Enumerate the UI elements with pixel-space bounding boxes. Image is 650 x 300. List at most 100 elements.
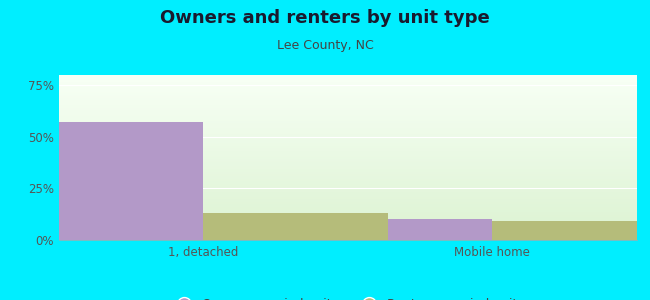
Bar bbox=[58, 83, 637, 85]
Bar bbox=[58, 182, 637, 184]
Bar bbox=[58, 192, 637, 194]
Bar bbox=[58, 238, 637, 240]
Bar bbox=[58, 232, 637, 233]
Bar bbox=[58, 82, 637, 83]
Bar bbox=[58, 194, 637, 196]
Bar bbox=[58, 92, 637, 93]
Bar bbox=[58, 179, 637, 181]
Text: Owners and renters by unit type: Owners and renters by unit type bbox=[160, 9, 490, 27]
Bar bbox=[58, 163, 637, 164]
Bar bbox=[58, 229, 637, 230]
Bar bbox=[58, 128, 637, 130]
Bar bbox=[58, 138, 637, 139]
Bar bbox=[58, 151, 637, 152]
Bar bbox=[58, 121, 637, 123]
Bar bbox=[58, 124, 637, 126]
Bar bbox=[58, 142, 637, 144]
Bar bbox=[58, 224, 637, 225]
Bar bbox=[58, 171, 637, 172]
Bar bbox=[58, 123, 637, 124]
Bar bbox=[58, 98, 637, 100]
Bar bbox=[58, 202, 637, 204]
Bar bbox=[58, 88, 637, 90]
Bar bbox=[58, 189, 637, 190]
Bar bbox=[203, 213, 388, 240]
Bar bbox=[58, 164, 637, 166]
Bar bbox=[58, 158, 637, 159]
Bar bbox=[58, 118, 637, 119]
Bar bbox=[58, 200, 637, 202]
Bar bbox=[58, 108, 637, 110]
Bar bbox=[58, 235, 637, 237]
Bar bbox=[58, 105, 637, 106]
Bar bbox=[58, 152, 637, 154]
Bar bbox=[58, 110, 637, 111]
Bar bbox=[58, 113, 637, 115]
Bar bbox=[58, 103, 637, 105]
Bar bbox=[58, 161, 637, 163]
Bar bbox=[58, 181, 637, 182]
Bar bbox=[58, 76, 637, 78]
Text: Lee County, NC: Lee County, NC bbox=[277, 39, 373, 52]
Bar bbox=[58, 101, 637, 103]
Bar bbox=[58, 156, 637, 158]
Bar bbox=[58, 172, 637, 174]
Bar bbox=[58, 210, 637, 212]
Bar bbox=[58, 130, 637, 131]
Bar bbox=[58, 131, 637, 133]
Bar bbox=[307, 219, 493, 240]
Bar bbox=[58, 212, 637, 214]
Bar bbox=[58, 93, 637, 95]
Bar bbox=[58, 149, 637, 151]
Bar bbox=[58, 237, 637, 238]
Bar bbox=[58, 119, 637, 121]
Bar bbox=[58, 230, 637, 232]
Bar bbox=[58, 167, 637, 169]
Bar bbox=[58, 187, 637, 189]
Bar bbox=[58, 227, 637, 229]
Bar bbox=[58, 126, 637, 128]
Bar bbox=[58, 133, 637, 134]
Bar bbox=[58, 75, 637, 76]
Bar bbox=[58, 106, 637, 108]
Bar bbox=[58, 136, 637, 138]
Bar bbox=[58, 176, 637, 177]
Bar bbox=[58, 166, 637, 167]
Bar bbox=[58, 159, 637, 161]
Bar bbox=[58, 154, 637, 156]
Bar bbox=[493, 221, 650, 240]
Bar bbox=[58, 220, 637, 222]
Bar bbox=[58, 222, 637, 224]
Bar bbox=[58, 215, 637, 217]
Bar bbox=[58, 95, 637, 97]
Bar bbox=[58, 217, 637, 218]
Bar bbox=[58, 197, 637, 199]
Bar bbox=[58, 184, 637, 185]
Bar bbox=[58, 233, 637, 235]
Bar bbox=[58, 185, 637, 187]
Bar bbox=[58, 205, 637, 207]
Bar bbox=[58, 190, 637, 192]
Bar bbox=[58, 204, 637, 205]
Bar bbox=[58, 134, 637, 136]
Bar bbox=[58, 78, 637, 80]
Bar bbox=[58, 100, 637, 101]
Bar bbox=[58, 148, 637, 149]
Bar bbox=[58, 116, 637, 118]
Bar bbox=[58, 199, 637, 200]
Bar bbox=[58, 90, 637, 92]
Bar bbox=[58, 214, 637, 215]
Bar bbox=[58, 85, 637, 86]
Bar bbox=[58, 209, 637, 210]
Bar bbox=[58, 146, 637, 148]
Bar bbox=[58, 218, 637, 220]
Bar bbox=[58, 225, 637, 227]
Bar bbox=[58, 141, 637, 142]
Bar bbox=[18, 122, 203, 240]
Bar bbox=[58, 111, 637, 113]
Bar bbox=[58, 174, 637, 176]
Bar bbox=[58, 144, 637, 146]
Bar bbox=[58, 80, 637, 82]
Bar bbox=[58, 177, 637, 179]
Bar bbox=[58, 115, 637, 116]
